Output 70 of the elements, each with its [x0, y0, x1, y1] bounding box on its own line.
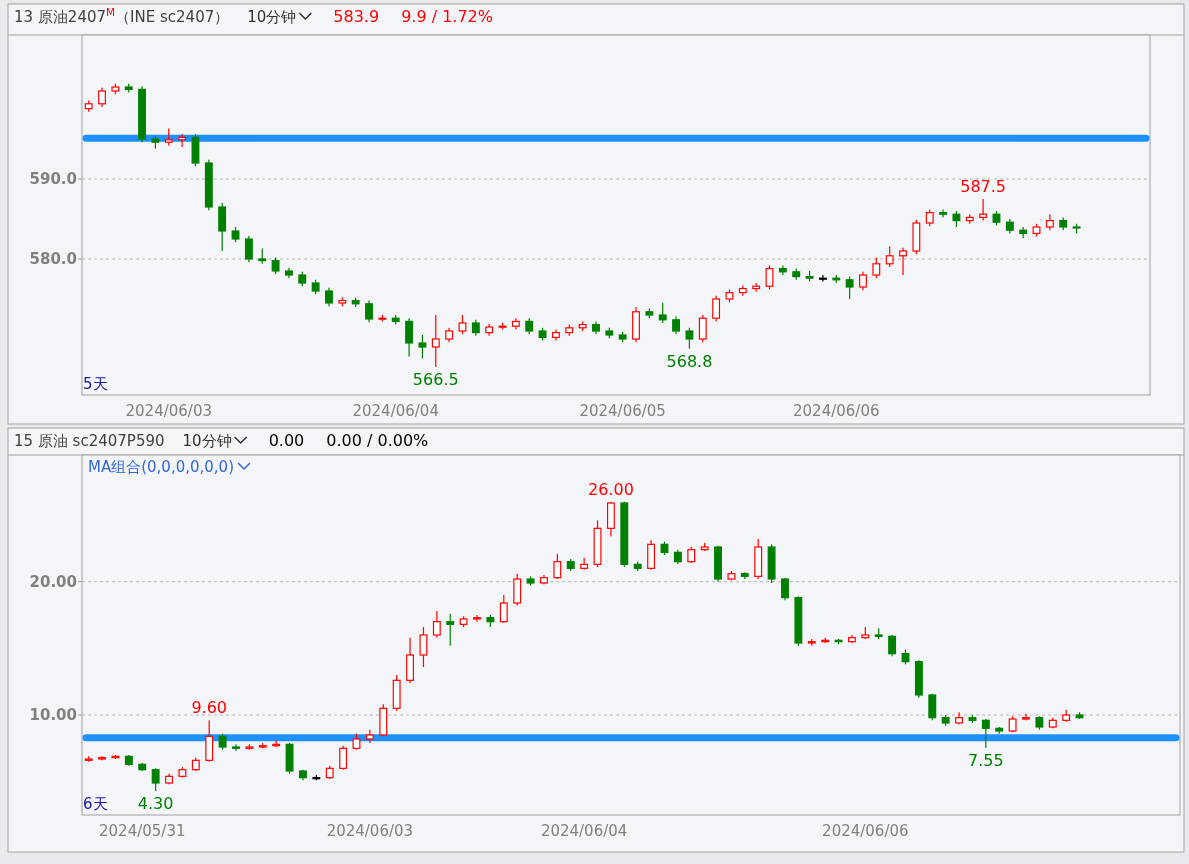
- x-tick-label: 2024/05/31: [99, 822, 186, 840]
- candlestick: [872, 256, 881, 279]
- chart-subtitle: 10分钟: [182, 432, 232, 450]
- candlestick: [98, 87, 106, 108]
- annotation: 7.55: [968, 750, 1004, 770]
- x-tick-label: 2024/06/04: [352, 402, 439, 420]
- x-tick-label: 2024/06/04: [540, 822, 628, 840]
- annotation: 4.30: [137, 794, 174, 813]
- annotation: 26.00: [588, 479, 634, 499]
- candlestick: [765, 264, 774, 290]
- candlestick: [499, 594, 508, 624]
- candlestick: [698, 314, 707, 343]
- candlestick: [899, 247, 907, 276]
- annotation: 5天: [83, 375, 108, 393]
- candlestick: [885, 245, 894, 268]
- annotation: 9.60: [191, 698, 228, 718]
- candlestick: [446, 613, 455, 647]
- annotation: 6天: [83, 795, 108, 813]
- x-tick-label: 2024/06/06: [822, 822, 909, 840]
- chart-title: 13 原油2407$^{M}$（INE sc2407）: [14, 6, 230, 26]
- chart-title: 15 原油 sc2407P590: [14, 432, 165, 450]
- candlestick: [205, 719, 214, 763]
- text: 583.9: [333, 7, 380, 26]
- annotation: 566.5: [412, 370, 459, 389]
- text: 0.00 / 0.00%: [326, 431, 429, 450]
- candlestick: [580, 557, 589, 571]
- candlestick: [232, 743, 240, 752]
- candlestick: [551, 328, 560, 342]
- candlestick: [928, 693, 937, 721]
- candlestick: [553, 553, 562, 580]
- candlestick: [818, 274, 827, 282]
- candlestick: [458, 314, 467, 335]
- candlestick: [473, 614, 481, 623]
- candlestick: [685, 327, 694, 350]
- chart-subtitle: 10分钟: [247, 8, 297, 26]
- candlestick: [712, 295, 721, 322]
- candlestick: [405, 317, 414, 358]
- candlestick: [778, 264, 787, 276]
- candlestick: [339, 745, 348, 771]
- y-tick-label: 20.00: [29, 572, 77, 591]
- candlestick: [151, 767, 160, 792]
- y-tick-label: 590.0: [29, 170, 77, 188]
- candlestick: [432, 610, 441, 639]
- candlestick: [981, 718, 990, 749]
- annotation: MA组合(0,0,0,0,0,0): [88, 458, 235, 476]
- candlestick: [431, 314, 440, 368]
- candlestick: [888, 634, 897, 657]
- candlestick: [845, 276, 854, 300]
- candlestick: [419, 626, 428, 668]
- candlestick: [859, 271, 867, 291]
- y-tick-label: 580.0: [29, 250, 77, 268]
- candlestick: [979, 198, 988, 222]
- candlestick: [939, 208, 948, 218]
- x-tick-label: 2024/06/05: [579, 402, 666, 420]
- x-tick-label: 2024/06/03: [125, 402, 213, 420]
- candlestick: [325, 287, 333, 307]
- x-tick-label: 2024/06/06: [793, 402, 880, 420]
- y-tick-label: 10.00: [29, 706, 77, 724]
- candlestick: [418, 334, 427, 359]
- annotation: 587.5: [960, 177, 1007, 196]
- candlestick: [647, 539, 656, 571]
- candlestick: [365, 300, 373, 323]
- candlestick: [218, 202, 227, 252]
- candlestick: [244, 235, 253, 263]
- candlestick: [658, 302, 667, 324]
- x-tick-label: 2024/06/03: [326, 822, 414, 840]
- text: 0.00: [268, 431, 305, 450]
- candlestick: [513, 573, 522, 607]
- annotation: 568.8: [666, 351, 713, 371]
- text: 9.9 / 1.72%: [401, 7, 493, 26]
